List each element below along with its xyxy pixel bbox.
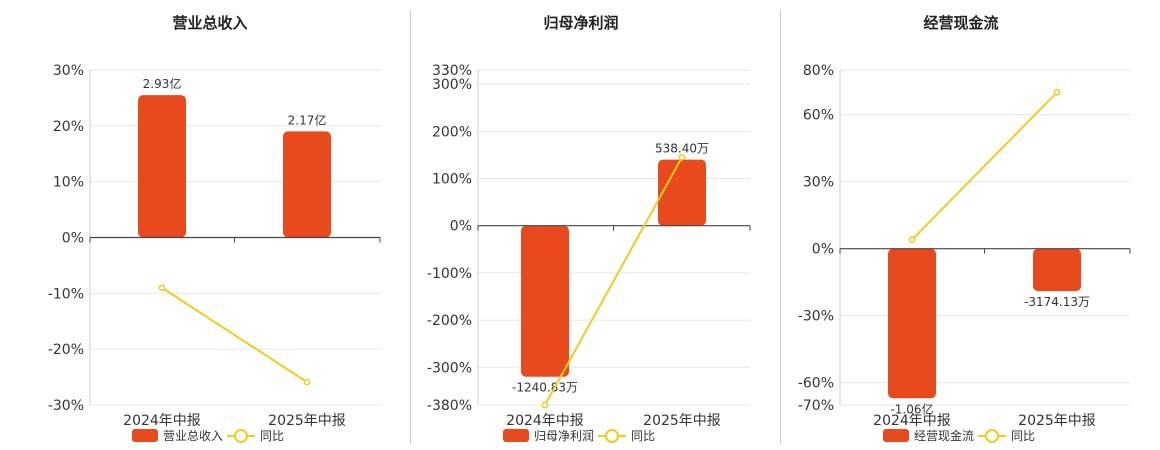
- panel-divider: [780, 10, 781, 444]
- net-profit-chart: 归母净利润 330%300% 200% 100% 0% -100% -200% -300% -3…: [427, 14, 751, 443]
- yoy-line: [911, 91, 1058, 241]
- x-category-label: 2024年中报: [123, 413, 201, 429]
- bar-data-label: 538.40万: [655, 142, 709, 156]
- revenue-chart: 营业总收入 30% 20% 10% 0% -10% -20% -30% 2.93亿 2.17亿 20…: [48, 14, 381, 443]
- bar-revenue: [138, 95, 186, 238]
- y-tick-label: -10%: [48, 286, 84, 302]
- bar-revenue: [283, 131, 331, 238]
- y-tick-label: -20%: [48, 342, 84, 358]
- y-tick-label: 200%: [432, 124, 472, 140]
- y-tick-label: 80%: [803, 63, 834, 79]
- bar-cash-flow: [888, 248, 936, 399]
- panel-divider: [410, 10, 411, 444]
- bar-net-profit: [658, 159, 706, 226]
- y-tick-label: 10%: [53, 175, 84, 191]
- y-tick-label: -70%: [798, 398, 834, 414]
- yoy-line: [161, 286, 308, 383]
- legend-bar-swatch: [503, 429, 529, 442]
- legend-line-marker: [234, 429, 248, 443]
- y-tick-label: -300%: [427, 360, 472, 376]
- y-tick-label: 0%: [62, 231, 84, 247]
- yoy-point: [158, 284, 166, 292]
- x-category-label: 2024年中报: [506, 413, 584, 429]
- yoy-point: [678, 153, 686, 161]
- y-tick-label: -30%: [798, 309, 834, 325]
- y-tick-label: -100%: [427, 266, 472, 282]
- chart-title: 营业总收入: [172, 14, 247, 32]
- legend-bar-label: 营业总收入: [163, 429, 223, 443]
- x-category-label: 2025年中报: [643, 413, 721, 429]
- legend-bar-swatch: [132, 429, 158, 442]
- yoy-point: [908, 236, 916, 244]
- bar-data-label: -1.06亿: [890, 401, 933, 416]
- chart-panel-net-profit: 归母净利润 330% 300% 200% 100% 0% -100% -200% -300% -3…: [411, 0, 781, 450]
- y-tick-label: -380%: [427, 398, 472, 414]
- bar-data-label: 2.17亿: [288, 112, 327, 127]
- legend-line-label: 同比: [1011, 429, 1035, 443]
- chart-panel-cash-flow: 经营现金流 80% 60% 30% 0% -30% -60% -70% -1.06亿 -3174.…: [781, 0, 1160, 450]
- cash-flow-chart: 经营现金流 80% 60% 30% 0% -30% -60% -70% -1.06亿 -3174.…: [798, 14, 1131, 443]
- x-category-label: 2025年中报: [1018, 413, 1096, 429]
- y-tick-label: 60%: [803, 108, 834, 124]
- bar-cash-flow: [1033, 248, 1081, 292]
- yoy-point: [1053, 88, 1061, 96]
- y-tick-label: -30%: [48, 398, 84, 414]
- x-category-label: 2025年中报: [268, 413, 346, 429]
- bar-data-label: 2.93亿: [143, 76, 182, 91]
- y-tick-label: 100%: [432, 172, 472, 188]
- y-tick-label: 30%: [53, 63, 84, 79]
- x-category-label: 2024年中报: [873, 413, 951, 429]
- chart-title: 经营现金流: [923, 14, 998, 32]
- legend-line-label: 同比: [631, 429, 655, 443]
- legend-line-marker: [985, 429, 999, 443]
- y-tick-label: 30%: [803, 175, 834, 191]
- legend-line-marker: [605, 429, 619, 443]
- legend-line-label: 同比: [260, 429, 284, 443]
- y-tick-label: 300%: [432, 77, 472, 93]
- y-tick-label: -200%: [427, 313, 472, 329]
- yoy-line: [544, 156, 683, 406]
- chart-panel-revenue: 营业总收入 30% 20% 10% 0% -10% -20% -30% 2.93亿 2.17亿 20…: [0, 0, 410, 450]
- legend-bar-swatch: [883, 429, 909, 442]
- legend-bar-label: 经营现金流: [914, 428, 974, 443]
- y-tick-label: -60%: [798, 376, 834, 392]
- y-tick-label: 0%: [812, 242, 834, 258]
- y-tick-label: 20%: [53, 119, 84, 135]
- y-tick-label: 330%: [432, 63, 472, 79]
- chart-title: 归母净利润: [543, 14, 618, 32]
- yoy-point: [303, 378, 311, 386]
- bar-data-label: -3174.13万: [1024, 295, 1090, 309]
- y-tick-label: 0%: [450, 219, 472, 235]
- yoy-point: [541, 401, 549, 409]
- bar-data-label: -1240.83万: [512, 381, 578, 395]
- bar-net-profit: [521, 225, 569, 377]
- legend-bar-label: 归母净利润: [534, 429, 594, 443]
